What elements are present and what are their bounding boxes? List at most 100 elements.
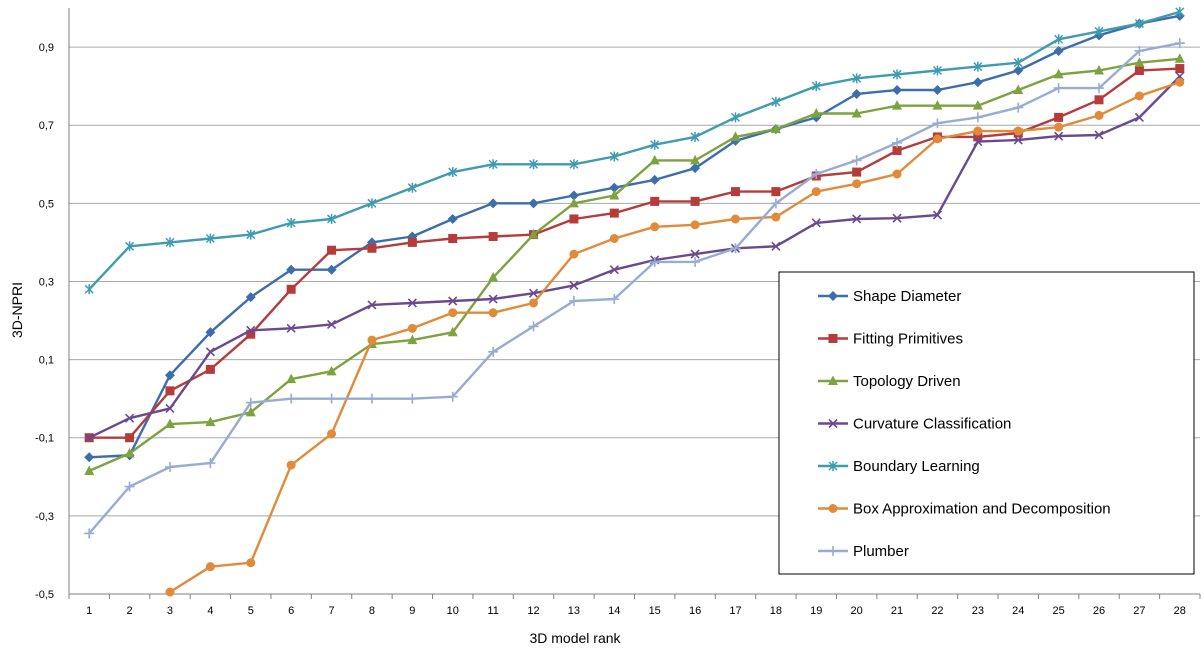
y-tick-label: 0,9 [39, 42, 54, 54]
data-point [1013, 65, 1024, 76]
data-point [488, 272, 499, 282]
data-point [488, 159, 498, 170]
data-point [811, 218, 821, 228]
data-point [84, 528, 95, 539]
data-point [892, 146, 902, 156]
x-tick-labels: 1 2 3 4 5 6 7 8 9 10 11 12 13 14 15 16 17 18 19 20 21 22 23 24 2… [86, 605, 1186, 617]
data-point [326, 365, 337, 376]
x-tick-label: 6 [288, 605, 294, 617]
x-tick-label: 5 [248, 605, 254, 617]
data-point [569, 280, 579, 290]
legend-label: Boundary Learning [853, 458, 980, 475]
legend-entry: Shape Diameter [818, 288, 961, 305]
y-tick-label: 0,5 [39, 198, 54, 210]
data-point [448, 167, 458, 178]
data-point [649, 174, 660, 185]
data-point [366, 393, 377, 404]
y-tick-label: -0,3 [35, 511, 54, 523]
data-point [973, 61, 983, 72]
legend-marker [828, 546, 838, 556]
data-point [690, 220, 700, 230]
data-point [165, 237, 175, 248]
y-axis-title: 3D-NPRI [9, 282, 25, 338]
data-point [973, 126, 983, 136]
data-point [488, 346, 499, 357]
data-point [609, 151, 619, 162]
data-point [569, 249, 579, 259]
data-point [892, 169, 902, 179]
legend-label: Topology Driven [853, 373, 961, 390]
data-point [286, 264, 297, 275]
data-point [1054, 34, 1064, 45]
data-point [245, 292, 256, 303]
data-point [407, 237, 417, 247]
data-point [730, 214, 740, 224]
data-point [165, 403, 175, 413]
data-point [205, 364, 215, 374]
data-point [367, 300, 377, 310]
legend-entry: Boundary Learning [818, 458, 980, 475]
data-point [973, 137, 983, 147]
data-point [448, 233, 458, 243]
legend-label: Curvature Classification [853, 416, 1011, 433]
data-point [892, 69, 902, 80]
data-point [972, 77, 983, 88]
data-point [448, 308, 458, 318]
data-point [407, 334, 418, 345]
data-point [771, 96, 781, 107]
series-line [88, 42, 1181, 535]
data-point [690, 256, 701, 267]
data-point [1013, 126, 1023, 136]
data-point [205, 458, 216, 469]
data-point [1134, 66, 1144, 76]
x-tick-label: 26 [1093, 605, 1105, 617]
data-point [528, 198, 539, 209]
data-point [1134, 91, 1144, 101]
data-point [528, 229, 539, 239]
data-point [488, 198, 499, 209]
data-point [851, 88, 862, 99]
data-point [771, 212, 781, 222]
legend-entry: Box Approximation and Decomposition [818, 501, 1111, 518]
x-tick-label: 21 [891, 605, 903, 617]
data-point [650, 222, 660, 232]
data-point [609, 294, 620, 305]
data-point [851, 107, 862, 118]
data-point [205, 347, 215, 357]
legend-marker [828, 504, 838, 513]
data-point [1094, 130, 1104, 140]
data-point [1053, 45, 1064, 56]
x-tick-label: 20 [851, 605, 863, 617]
data-point [246, 329, 256, 339]
data-point [1134, 112, 1144, 122]
data-point [1094, 83, 1105, 94]
data-point [1013, 57, 1023, 68]
series-box-approximation-and-decomposition [165, 77, 1185, 597]
data-point [972, 100, 983, 110]
data-point [286, 373, 297, 384]
data-point [367, 243, 377, 253]
data-point [447, 391, 458, 402]
x-tick-label: 3 [167, 605, 173, 617]
data-point [164, 418, 175, 429]
series-boundary-learning [84, 6, 1185, 295]
data-point [125, 413, 135, 423]
data-point [690, 196, 700, 206]
x-axis-title: 3D model rank [529, 630, 621, 646]
data-point [407, 323, 417, 333]
data-point [892, 137, 903, 148]
data-point [1053, 68, 1064, 79]
data-point [205, 416, 216, 427]
data-point [1094, 65, 1105, 75]
data-point [286, 460, 296, 470]
x-tick-label: 15 [649, 605, 661, 617]
data-point [84, 284, 94, 295]
x-tick-label: 27 [1133, 605, 1145, 617]
data-point [973, 132, 983, 142]
x-tick-label: 4 [207, 605, 213, 617]
data-point [448, 296, 458, 306]
legend-label: Plumber [853, 543, 909, 560]
data-point [1134, 18, 1144, 29]
data-point [1094, 26, 1104, 37]
data-point [730, 112, 741, 123]
